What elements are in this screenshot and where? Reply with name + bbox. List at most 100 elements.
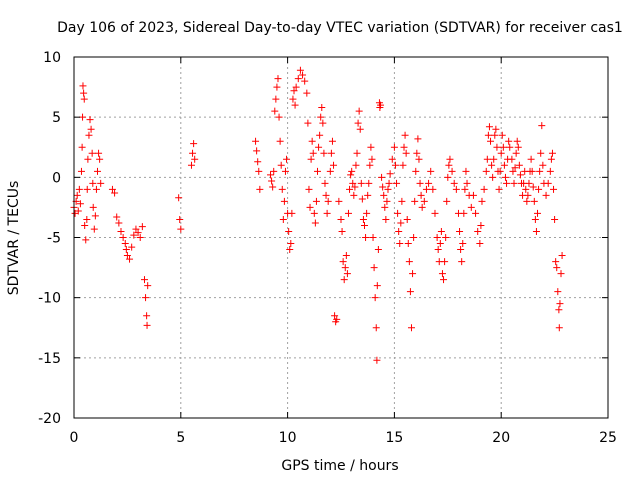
y-axis-label: SDTVAR / TECUs — [6, 181, 22, 296]
data-point — [350, 191, 358, 199]
data-point — [407, 324, 415, 332]
x-tick-label: 25 — [599, 430, 617, 446]
data-point — [351, 183, 359, 191]
data-point — [83, 185, 91, 193]
data-point — [448, 167, 456, 175]
data-point — [420, 197, 428, 205]
data-point — [359, 215, 367, 223]
data-point — [505, 137, 513, 145]
data-point — [557, 270, 565, 278]
data-point — [130, 231, 138, 239]
data-point — [400, 143, 408, 151]
data-point — [531, 215, 539, 223]
data-point — [495, 185, 503, 193]
data-point — [414, 135, 422, 143]
data-point — [86, 116, 94, 124]
data-point — [111, 189, 119, 197]
data-point — [532, 227, 540, 235]
data-point — [82, 236, 90, 244]
data-point — [513, 137, 521, 145]
data-point — [348, 167, 356, 175]
data-point — [143, 312, 151, 320]
data-point — [523, 197, 531, 205]
data-point — [458, 258, 466, 266]
data-point — [410, 234, 418, 241]
data-point — [84, 155, 92, 163]
data-point — [341, 264, 349, 272]
data-point — [309, 149, 317, 157]
data-point — [412, 167, 420, 175]
data-point — [254, 158, 262, 166]
data-point — [191, 155, 199, 163]
data-point — [369, 234, 377, 241]
data-point — [79, 113, 87, 121]
data-point — [367, 143, 375, 151]
data-point — [310, 209, 318, 217]
data-point — [491, 131, 499, 139]
data-point — [474, 227, 482, 235]
data-point — [301, 77, 309, 85]
data-point — [338, 227, 346, 235]
data-point — [516, 171, 524, 179]
data-point — [411, 197, 419, 205]
data-point — [113, 213, 121, 221]
data-point — [363, 209, 371, 217]
data-point — [370, 264, 378, 272]
data-point — [324, 197, 332, 205]
data-point — [356, 125, 364, 133]
data-point — [353, 149, 361, 157]
data-point — [358, 195, 366, 203]
data-point — [527, 155, 535, 163]
data-point — [401, 131, 409, 139]
data-point — [382, 215, 390, 223]
data-point — [525, 179, 533, 187]
data-point — [445, 161, 453, 169]
data-point — [175, 194, 183, 202]
data-point — [440, 276, 448, 284]
data-point — [326, 167, 334, 175]
data-point — [75, 185, 83, 193]
data-point — [529, 183, 537, 191]
data-point — [87, 125, 95, 133]
data-point — [83, 215, 91, 223]
data-point — [509, 167, 517, 175]
data-point — [323, 209, 331, 217]
data-points — [70, 66, 566, 364]
data-point — [456, 227, 464, 235]
data-point — [385, 179, 393, 187]
data-point — [339, 258, 347, 266]
data-point — [278, 185, 286, 193]
data-point — [134, 229, 142, 237]
data-point — [409, 270, 417, 278]
data-point — [368, 155, 376, 163]
data-point — [548, 149, 556, 157]
data-point — [542, 191, 550, 199]
data-point — [405, 258, 413, 266]
data-point — [482, 167, 490, 175]
data-point — [115, 219, 123, 227]
data-point — [500, 161, 508, 169]
data-point — [450, 179, 458, 187]
data-point — [189, 149, 197, 157]
data-point — [416, 179, 424, 187]
data-point — [373, 356, 381, 364]
data-point — [330, 161, 338, 169]
data-point — [537, 149, 545, 157]
data-point — [483, 155, 491, 163]
data-point — [434, 246, 442, 254]
data-point — [413, 149, 421, 157]
data-point — [452, 185, 460, 193]
data-point — [346, 185, 354, 193]
data-point — [477, 221, 485, 229]
data-point — [321, 179, 329, 187]
data-point — [497, 149, 505, 157]
data-point — [431, 209, 439, 217]
data-point — [544, 179, 552, 187]
data-point — [478, 197, 486, 205]
data-point — [349, 179, 357, 187]
data-point — [403, 215, 411, 223]
x-tick-label: 0 — [70, 430, 79, 446]
data-point — [534, 209, 542, 217]
data-point — [319, 119, 327, 127]
